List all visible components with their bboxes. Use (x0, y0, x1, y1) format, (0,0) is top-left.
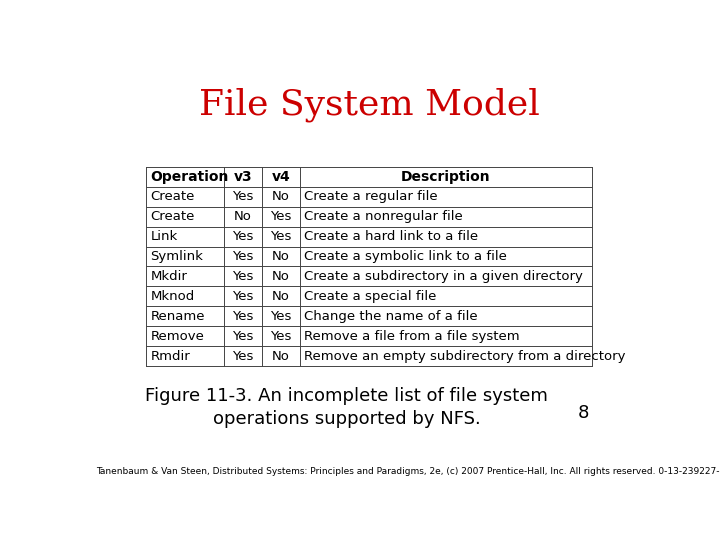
Text: Link: Link (150, 230, 178, 243)
Text: Yes: Yes (233, 230, 253, 243)
Text: File System Model: File System Model (199, 87, 539, 122)
Text: 8: 8 (578, 404, 590, 422)
Text: Yes: Yes (233, 310, 253, 323)
Text: Yes: Yes (270, 210, 292, 223)
Text: Yes: Yes (270, 310, 292, 323)
Text: Mknod: Mknod (150, 290, 194, 303)
Text: No: No (272, 270, 289, 283)
Text: Rename: Rename (150, 310, 204, 323)
Text: Create a nonregular file: Create a nonregular file (305, 210, 463, 223)
Text: Yes: Yes (270, 230, 292, 243)
Text: Remove an empty subdirectory from a directory: Remove an empty subdirectory from a dire… (305, 350, 626, 363)
Text: No: No (272, 350, 289, 363)
Text: Create a symbolic link to a file: Create a symbolic link to a file (305, 250, 507, 263)
Text: operations supported by NFS.: operations supported by NFS. (213, 410, 480, 428)
Text: Yes: Yes (270, 330, 292, 343)
Text: No: No (272, 290, 289, 303)
Text: Yes: Yes (233, 350, 253, 363)
Text: Rmdir: Rmdir (150, 350, 190, 363)
Text: No: No (272, 190, 289, 203)
Text: No: No (234, 210, 252, 223)
Text: Yes: Yes (233, 330, 253, 343)
Text: v3: v3 (233, 170, 252, 184)
Text: Yes: Yes (233, 270, 253, 283)
Text: Create a subdirectory in a given directory: Create a subdirectory in a given directo… (305, 270, 583, 283)
Text: Yes: Yes (233, 290, 253, 303)
Text: Change the name of a file: Change the name of a file (305, 310, 478, 323)
Text: Figure 11-3. An incomplete list of file system: Figure 11-3. An incomplete list of file … (145, 387, 548, 405)
Text: Remove a file from a file system: Remove a file from a file system (305, 330, 520, 343)
Text: Description: Description (401, 170, 491, 184)
Text: Tanenbaum & Van Steen, Distributed Systems: Principles and Paradigms, 2e, (c) 20: Tanenbaum & Van Steen, Distributed Syste… (96, 467, 720, 476)
Text: v4: v4 (271, 170, 290, 184)
Text: Create: Create (150, 210, 194, 223)
Text: Operation: Operation (150, 170, 229, 184)
Text: Symlink: Symlink (150, 250, 203, 263)
Text: Create a regular file: Create a regular file (305, 190, 438, 203)
Text: Create a special file: Create a special file (305, 290, 436, 303)
Text: Remove: Remove (150, 330, 204, 343)
Text: No: No (272, 250, 289, 263)
Text: Create: Create (150, 190, 194, 203)
Text: Create a hard link to a file: Create a hard link to a file (305, 230, 478, 243)
Text: Yes: Yes (233, 250, 253, 263)
Text: Mkdir: Mkdir (150, 270, 187, 283)
Text: Yes: Yes (233, 190, 253, 203)
